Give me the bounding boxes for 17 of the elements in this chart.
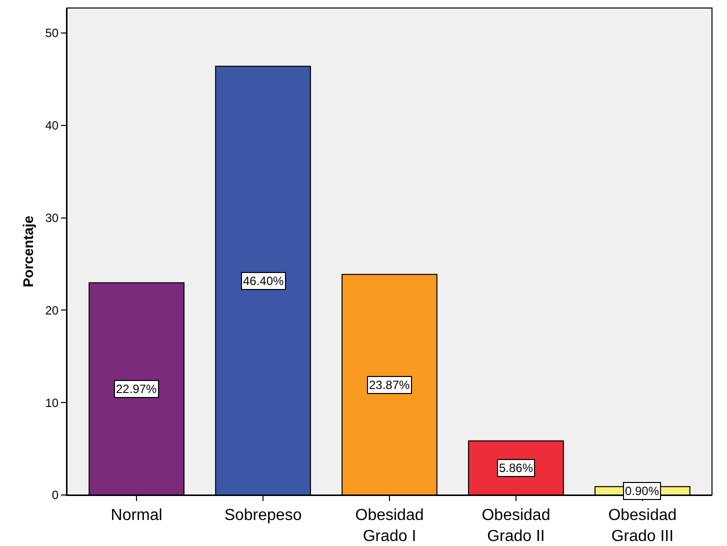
data-label: 23.87% bbox=[369, 378, 410, 392]
data-label: 46.40% bbox=[243, 274, 284, 288]
y-tick-label: 30 bbox=[45, 210, 59, 225]
data-label: 22.97% bbox=[116, 382, 158, 396]
x-tick-label: Obesidad Grado II bbox=[482, 507, 550, 545]
y-tick-label: 0 bbox=[52, 488, 59, 502]
x-tick-label: Sobrepeso bbox=[224, 507, 302, 524]
y-tick-label: 50 bbox=[45, 26, 59, 40]
y-tick-label: 10 bbox=[45, 396, 59, 410]
data-label: 5.86% bbox=[499, 461, 534, 475]
y-tick-label: 40 bbox=[45, 118, 59, 133]
x-tick-label: Obesidad Grado I bbox=[355, 507, 424, 545]
x-tick-label: Obesidad Grado III bbox=[608, 507, 677, 545]
x-tick-label: Normal bbox=[110, 507, 162, 524]
y-axis-title: Porcentaje bbox=[20, 215, 36, 288]
y-tick-label: 20 bbox=[45, 303, 59, 318]
data-label: 0.90% bbox=[625, 484, 660, 498]
